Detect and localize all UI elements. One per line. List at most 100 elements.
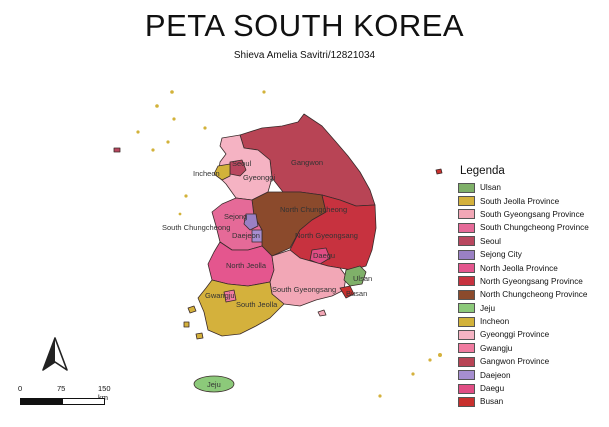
label-south-gyeongsang: South Gyeongsang — [272, 285, 336, 294]
legend-label: Ulsan — [480, 183, 501, 193]
label-south-chungcheong: South Chungcheong — [162, 223, 230, 232]
region-daejeon — [251, 229, 263, 243]
map-title: PETA SOUTH KOREA — [144, 8, 465, 43]
legend-item: Busan — [458, 395, 589, 408]
legend-item: North Gyeongsang Province — [458, 275, 589, 288]
island — [113, 147, 121, 153]
scale-bar-white — [62, 398, 105, 405]
label-north-jeolla: North Jeolla — [226, 261, 267, 270]
island — [262, 90, 266, 94]
island — [172, 117, 176, 121]
region-daegu — [309, 247, 331, 265]
legend-label: North Chungcheong Province — [480, 290, 588, 300]
legend-swatch — [458, 236, 475, 247]
legend-label: Sejong City — [480, 250, 522, 260]
region-incheon — [213, 163, 231, 181]
island — [187, 305, 197, 314]
island — [195, 332, 204, 340]
label-south-jeolla: South Jeolla — [236, 300, 278, 309]
label-daegu: Daegu — [313, 251, 335, 260]
legend-label: South Gyeongsang Province — [480, 209, 585, 219]
region-gwangju — [223, 289, 237, 303]
island — [178, 212, 182, 216]
north-arrow-icon — [42, 337, 68, 371]
legend-label: South Jeolla Province — [480, 196, 560, 206]
island — [183, 321, 190, 328]
legend-item: Gwangju — [458, 342, 589, 355]
region-sejong — [243, 213, 259, 231]
legend-label: Gyeonggi Province — [480, 330, 550, 340]
island — [428, 358, 432, 362]
legend-swatch — [458, 289, 475, 300]
legend-swatch — [458, 396, 475, 407]
legend-label: Jeju — [480, 303, 496, 313]
legend-swatch — [458, 276, 475, 287]
legend-item: Jeju — [458, 302, 589, 315]
region-ulsan — [343, 265, 367, 287]
region-busan — [339, 285, 355, 299]
island — [170, 90, 174, 94]
label-daejeon: Daejeon — [232, 231, 260, 240]
label-ulsan: Ulsan — [353, 274, 372, 283]
island — [378, 394, 382, 398]
region-jeju — [193, 375, 235, 393]
region-south-jeolla — [197, 279, 285, 337]
legend-item: North Chungcheong Province — [458, 288, 589, 301]
legend-swatch — [458, 370, 475, 381]
legend-item: Sejong City — [458, 248, 589, 261]
label-gangwon: Gangwon — [291, 158, 323, 167]
legend-swatch — [458, 383, 475, 394]
legend-label: South Chungcheong Province — [480, 223, 589, 233]
island — [184, 194, 188, 198]
legend-label: Gwangju — [480, 343, 513, 353]
island — [203, 126, 207, 130]
legend-label: North Gyeongsang Province — [480, 276, 583, 286]
label-incheon: Incheon — [193, 169, 220, 178]
scale-label-75: 75 — [57, 384, 66, 393]
legend-item: Daegu — [458, 382, 589, 395]
legend-label: Daegu — [480, 384, 505, 394]
legend-swatch — [458, 263, 475, 274]
island — [435, 168, 443, 175]
island — [155, 104, 159, 108]
scale-label-150: 150 km — [98, 384, 111, 402]
legend-item: South Gyeongsang Province — [458, 208, 589, 221]
label-gwangju: Gwangju — [205, 291, 235, 300]
legend-item: Seoul — [458, 235, 589, 248]
map-subtitle: Shieva Amelia Savitri/12821034 — [233, 50, 376, 61]
legend-item: South Chungcheong Province — [458, 221, 589, 234]
legend-title: Legenda — [460, 165, 505, 177]
legend-swatch — [458, 343, 475, 354]
legend-label: Daejeon — [480, 370, 511, 380]
island — [438, 353, 442, 357]
legend-label: Incheon — [480, 317, 510, 327]
legend-item: Gangwon Province — [458, 355, 589, 368]
legend-swatch — [458, 222, 475, 233]
legend-item: Daejeon — [458, 368, 589, 381]
legend-item: North Jeolla Province — [458, 261, 589, 274]
legend-label: Seoul — [480, 236, 501, 246]
legend-items: Ulsan South Jeolla Province South Gyeongsa… — [458, 181, 589, 409]
legend-swatch — [458, 356, 475, 367]
label-sejong: Sejong — [224, 212, 247, 221]
legend-swatch — [458, 303, 475, 314]
legend-swatch — [458, 182, 475, 193]
island — [411, 372, 415, 376]
label-north-gyeongsang: North Gyeongsang — [295, 231, 358, 240]
label-busan: Busan — [346, 289, 367, 298]
island — [166, 140, 170, 144]
label-gyeonggi: Gyeonggi — [243, 173, 275, 182]
legend: Legenda Ulsan South Jeolla Province South … — [458, 165, 589, 409]
legend-item: Ulsan — [458, 181, 589, 194]
legend-label: Gangwon Province — [480, 357, 550, 367]
legend-label: North Jeolla Province — [480, 263, 558, 273]
legend-swatch — [458, 209, 475, 220]
scale-bar: 0 75 150 km — [18, 384, 111, 408]
legend-swatch — [458, 329, 475, 340]
legend-item: Incheon — [458, 315, 589, 328]
label-jeju: Jeju — [207, 380, 221, 389]
legend-swatch — [458, 196, 475, 207]
scale-label-0: 0 — [18, 384, 23, 393]
island — [136, 130, 140, 134]
